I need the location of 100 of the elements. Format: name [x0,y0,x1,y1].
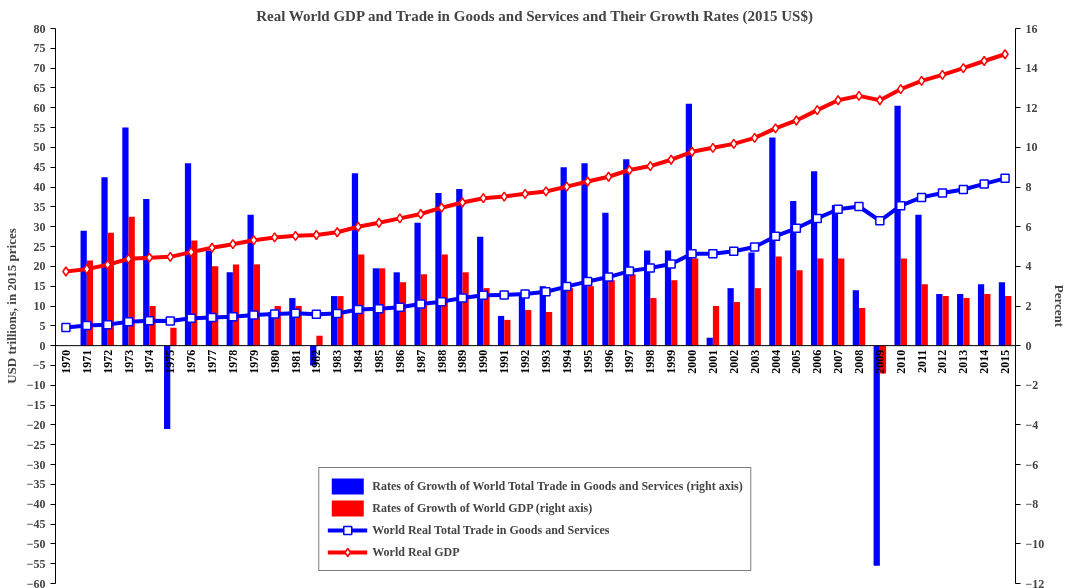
bar [1005,296,1012,346]
y2-tick-label: 0 [1025,338,1032,353]
y-tick-label: −15 [26,398,46,413]
bar [963,298,970,346]
legend-label: World Real GDP [372,544,460,560]
x-tick-label: 1979 [246,349,261,374]
x-tick-label: 1988 [434,349,449,374]
bar [936,294,943,346]
x-tick-label: 2009 [872,349,887,374]
y-tick-label: −20 [26,417,46,432]
y2-tick-label: −12 [1025,576,1045,588]
point [436,296,447,307]
point [207,312,217,323]
bar [497,315,505,346]
bar [525,309,532,346]
y-tick-label: −40 [26,497,46,512]
x-tick-label: 1998 [643,349,658,374]
y-tick-label: 80 [33,21,46,36]
point [249,310,259,320]
bar [858,307,866,346]
x-tick-label: 1986 [392,349,407,374]
x-tick-label: 1970 [58,349,73,374]
point [666,259,676,269]
point [166,251,175,263]
point [353,304,363,315]
point [1001,49,1009,60]
legend-label: World Real Total Trade in Goods and Services [372,522,610,538]
bar [692,258,699,346]
bar [998,282,1006,346]
point [311,309,322,320]
point [500,191,508,202]
x-tick-label: 1985 [371,349,386,374]
x-tick-label: 1976 [184,349,199,374]
point [354,221,362,232]
point [499,290,509,300]
y-tick-label: 30 [33,219,46,234]
bar [984,294,991,346]
point [687,248,697,259]
x-tick-label: 2010 [893,349,908,374]
bar [957,294,964,346]
point [979,179,989,189]
point [562,281,572,292]
point [750,132,759,144]
point [374,304,384,314]
bar [545,311,553,346]
y-tick-label: 70 [33,61,46,76]
y-tick-label: 60 [33,100,46,115]
point [667,154,675,165]
point [917,75,926,87]
y-tick-label: 25 [33,239,46,254]
point [854,201,864,212]
x-tick-label: 1973 [121,349,136,374]
point [520,289,530,299]
x-tick-label: 1994 [559,349,574,374]
bar [712,306,720,346]
y2-tick-label: −10 [1025,536,1045,551]
x-tick-label: 1989 [455,349,470,374]
y2-tick-label: 12 [1025,100,1038,115]
x-tick-label: 2013 [956,349,971,374]
bar [977,284,985,346]
point [458,197,467,208]
x-tick-label: 1978 [225,349,240,374]
point [876,95,884,106]
x-tick-label: 1981 [288,349,303,374]
point [875,216,885,226]
bar [796,270,803,346]
bar [921,284,928,346]
y2-tick-label: 4 [1025,259,1032,274]
x-tick-label: 1984 [351,349,366,374]
y-tick-label: −30 [26,457,46,472]
y-tick-label: 75 [33,41,46,56]
y2-tick-label: 16 [1025,21,1038,36]
point [938,69,947,81]
y2-tick-label: −8 [1025,497,1039,512]
x-tick-label: 1995 [580,349,595,374]
point [395,302,405,312]
y-tick-label: −50 [26,536,46,551]
point [792,115,801,126]
x-tick-label: 2003 [747,349,762,374]
y-tick-label: 65 [33,80,46,95]
x-tick-label: 2014 [977,349,992,374]
x-tick-label: 1996 [601,349,616,374]
point [82,320,92,331]
point [833,204,843,215]
y-tick-label: 35 [33,199,46,214]
y-tick-label: 20 [33,259,46,274]
x-tick-label: 1971 [79,349,94,374]
point [62,266,70,277]
x-tick-label: 1990 [476,349,491,374]
x-tick-label: 2001 [705,349,720,374]
bar [629,274,636,346]
y2-tick-label: 14 [1025,61,1038,76]
point [437,202,446,213]
point [749,242,760,252]
y-tick-label: 0 [39,338,46,353]
x-tick-label: 1987 [413,349,428,374]
bar [170,327,177,346]
x-tick-label: 2002 [726,349,741,374]
y2-tick-label: −2 [1025,378,1039,393]
point [312,229,321,241]
